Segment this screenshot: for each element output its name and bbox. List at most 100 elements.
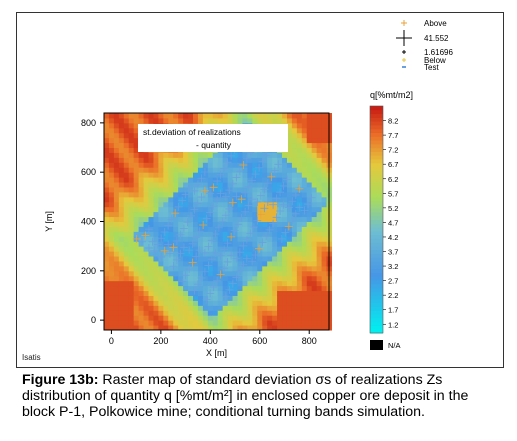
sample-point bbox=[263, 197, 272, 206]
heatmap-cell bbox=[178, 226, 184, 232]
colorbar-segment bbox=[370, 162, 383, 168]
heatmap-cell bbox=[108, 196, 115, 203]
sample-point bbox=[228, 279, 237, 288]
heatmap-cell bbox=[123, 265, 130, 272]
heatmap-cell bbox=[217, 221, 224, 227]
heatmap-cell bbox=[282, 182, 288, 188]
heatmap-cell bbox=[282, 172, 288, 178]
heatmap-cell bbox=[262, 211, 268, 218]
heatmap-cell bbox=[212, 290, 219, 296]
heatmap-cell bbox=[301, 182, 308, 188]
heatmap-cell bbox=[301, 251, 308, 257]
heatmap-cell bbox=[178, 280, 184, 287]
sample-point bbox=[169, 262, 178, 271]
heatmap-cell bbox=[168, 211, 174, 218]
heatmap-cell bbox=[113, 226, 120, 232]
heatmap-cell bbox=[217, 113, 224, 119]
heatmap-cell bbox=[247, 305, 253, 311]
heatmap-cell bbox=[188, 196, 194, 203]
heatmap-cell bbox=[158, 226, 164, 232]
heatmap-cell bbox=[123, 162, 130, 168]
heatmap-cell bbox=[193, 265, 199, 272]
heatmap-cell bbox=[267, 246, 273, 252]
heatmap-cell bbox=[148, 216, 154, 222]
heatmap-cell bbox=[108, 113, 115, 119]
heatmap-cell bbox=[118, 147, 125, 153]
heatmap-cell bbox=[286, 182, 293, 188]
heatmap-cell bbox=[306, 152, 313, 158]
heatmap-cell bbox=[128, 191, 135, 198]
heatmap-cell bbox=[183, 295, 189, 301]
sample-point bbox=[200, 186, 209, 195]
colorbar-segment bbox=[370, 291, 383, 296]
heatmap-cell bbox=[143, 280, 150, 287]
sample-point bbox=[279, 200, 288, 209]
heatmap-cell bbox=[143, 270, 150, 277]
heatmap-cell bbox=[296, 162, 303, 168]
heatmap-cell bbox=[143, 177, 150, 183]
heatmap-cell bbox=[282, 280, 288, 287]
sample-point bbox=[188, 239, 197, 248]
heatmap-cell bbox=[108, 127, 115, 134]
heatmap-cell bbox=[217, 117, 224, 124]
heatmap-cell bbox=[267, 275, 273, 282]
heatmap-cell bbox=[237, 186, 243, 193]
heatmap-cell bbox=[158, 221, 164, 227]
heatmap-cell bbox=[128, 216, 135, 222]
heatmap-cell bbox=[158, 162, 164, 168]
heatmap-cell bbox=[277, 152, 283, 158]
heatmap-cell bbox=[306, 241, 313, 247]
heatmap-cell bbox=[118, 201, 125, 208]
heatmap-cell bbox=[148, 186, 154, 193]
heatmap-cell bbox=[257, 236, 263, 242]
heatmap-cell bbox=[296, 300, 303, 306]
heatmap-cell bbox=[301, 177, 308, 183]
heatmap-cell bbox=[188, 300, 194, 306]
heatmap-cell bbox=[158, 275, 164, 282]
sample-point bbox=[193, 280, 202, 289]
heatmap-cell bbox=[237, 305, 243, 311]
heatmap-cell bbox=[237, 152, 243, 158]
sample-point bbox=[202, 214, 211, 223]
heatmap-cell bbox=[168, 256, 174, 262]
heatmap-cell bbox=[173, 113, 179, 119]
heatmap-cell bbox=[183, 241, 189, 247]
heatmap-cell bbox=[227, 325, 234, 331]
heatmap-cell bbox=[193, 285, 199, 292]
heatmap-cell bbox=[321, 251, 328, 257]
heatmap-cell bbox=[237, 285, 243, 292]
heatmap-cell bbox=[301, 117, 308, 124]
heatmap-cell bbox=[104, 162, 110, 168]
heatmap-cell bbox=[306, 182, 313, 188]
heatmap-cell bbox=[257, 241, 263, 247]
sample-point bbox=[227, 151, 236, 160]
heatmap-cell bbox=[148, 251, 154, 257]
heatmap-cell bbox=[247, 186, 253, 193]
heatmap-cell bbox=[193, 275, 199, 282]
sample-point bbox=[242, 254, 251, 263]
heatmap-cell bbox=[272, 172, 278, 178]
heatmap-cell bbox=[232, 231, 239, 237]
heatmap-cell bbox=[133, 260, 140, 267]
heatmap-cell bbox=[197, 191, 204, 198]
sample-point bbox=[197, 274, 206, 283]
sample-point bbox=[183, 218, 192, 227]
heatmap-cell bbox=[222, 221, 229, 227]
sample-point bbox=[167, 215, 176, 224]
heatmap-cell bbox=[123, 216, 130, 222]
heatmap-cell bbox=[197, 275, 204, 282]
heatmap-cell bbox=[212, 256, 219, 262]
heatmap-cell bbox=[123, 231, 130, 237]
heatmap-cell bbox=[311, 290, 318, 296]
heatmap-cell bbox=[173, 162, 179, 168]
heatmap-cell bbox=[252, 182, 258, 188]
heatmap-cell bbox=[138, 206, 145, 213]
heatmap-cell bbox=[296, 236, 303, 242]
heatmap-cell bbox=[183, 117, 189, 124]
heatmap-cell bbox=[168, 196, 174, 203]
heatmap-cell bbox=[168, 270, 174, 277]
heatmap-cell bbox=[217, 201, 224, 208]
heatmap-cell bbox=[321, 186, 328, 193]
sample-point bbox=[270, 166, 279, 175]
heatmap-cell bbox=[128, 310, 135, 316]
